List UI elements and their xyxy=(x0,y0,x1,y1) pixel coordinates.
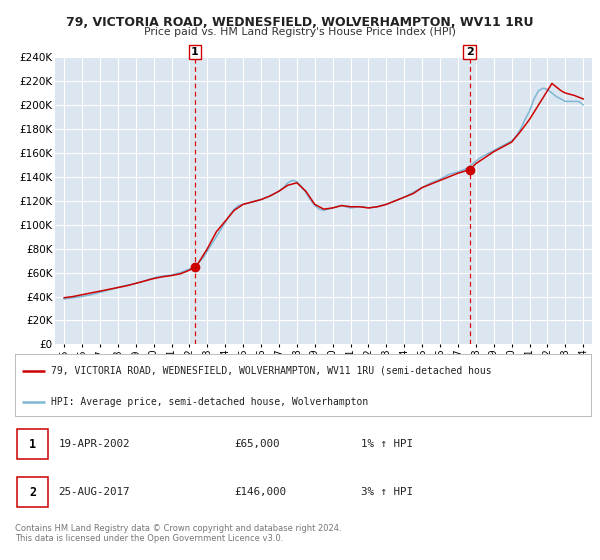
Text: 1: 1 xyxy=(191,47,199,57)
Text: 25-AUG-2017: 25-AUG-2017 xyxy=(58,487,130,497)
FancyBboxPatch shape xyxy=(17,429,49,459)
Text: 79, VICTORIA ROAD, WEDNESFIELD, WOLVERHAMPTON, WV11 1RU (semi-detached hous: 79, VICTORIA ROAD, WEDNESFIELD, WOLVERHA… xyxy=(51,366,491,376)
Text: Contains HM Land Registry data © Crown copyright and database right 2024.: Contains HM Land Registry data © Crown c… xyxy=(15,524,341,533)
Text: 3% ↑ HPI: 3% ↑ HPI xyxy=(361,487,413,497)
Text: 19-APR-2002: 19-APR-2002 xyxy=(58,439,130,449)
Text: 1: 1 xyxy=(29,438,36,451)
Text: 2: 2 xyxy=(466,47,473,57)
Text: Price paid vs. HM Land Registry's House Price Index (HPI): Price paid vs. HM Land Registry's House … xyxy=(144,27,456,37)
Text: HPI: Average price, semi-detached house, Wolverhampton: HPI: Average price, semi-detached house,… xyxy=(51,397,368,407)
Text: £146,000: £146,000 xyxy=(234,487,286,497)
Text: £65,000: £65,000 xyxy=(234,439,280,449)
Text: This data is licensed under the Open Government Licence v3.0.: This data is licensed under the Open Gov… xyxy=(15,534,283,543)
Text: 2: 2 xyxy=(29,486,36,499)
Text: 79, VICTORIA ROAD, WEDNESFIELD, WOLVERHAMPTON, WV11 1RU: 79, VICTORIA ROAD, WEDNESFIELD, WOLVERHA… xyxy=(66,16,534,29)
FancyBboxPatch shape xyxy=(17,477,49,507)
Text: 1% ↑ HPI: 1% ↑ HPI xyxy=(361,439,413,449)
